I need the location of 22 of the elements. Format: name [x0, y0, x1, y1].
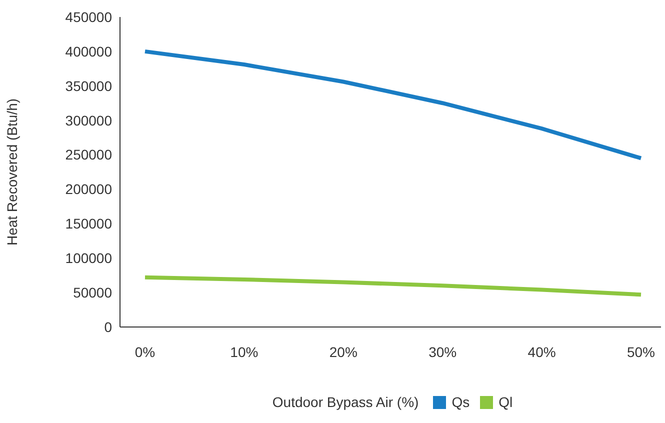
y-tick-label: 0 — [104, 318, 112, 335]
x-tick-label: 0% — [134, 344, 156, 360]
x-tick-label: 30% — [428, 344, 457, 360]
y-tick-label: 400000 — [65, 43, 112, 60]
legend-label: Qs — [452, 394, 470, 410]
x-axis-title: Outdoor Bypass Air (%) — [272, 394, 419, 410]
y-tick-label: 450000 — [65, 8, 112, 25]
y-tick-label: 350000 — [65, 78, 112, 94]
x-tick-label: 50% — [626, 344, 656, 360]
y-tick-label: 150000 — [65, 216, 112, 232]
y-tick-label: 300000 — [65, 112, 112, 128]
y-tick-label: 200000 — [65, 181, 112, 198]
y-tick-label: 50000 — [73, 284, 112, 301]
y-tick-label: 250000 — [65, 146, 112, 163]
x-tick-label: 40% — [528, 344, 556, 360]
line-series — [143, 49, 643, 160]
y-axis-title: Heat Recovered (Btu/h) — [4, 98, 20, 246]
y-tick-label: 100000 — [65, 250, 112, 266]
line-series — [143, 275, 643, 297]
x-tick-label: 20% — [329, 344, 358, 360]
x-tick-label: 10% — [230, 344, 258, 360]
legend-label: Ql — [498, 394, 513, 410]
